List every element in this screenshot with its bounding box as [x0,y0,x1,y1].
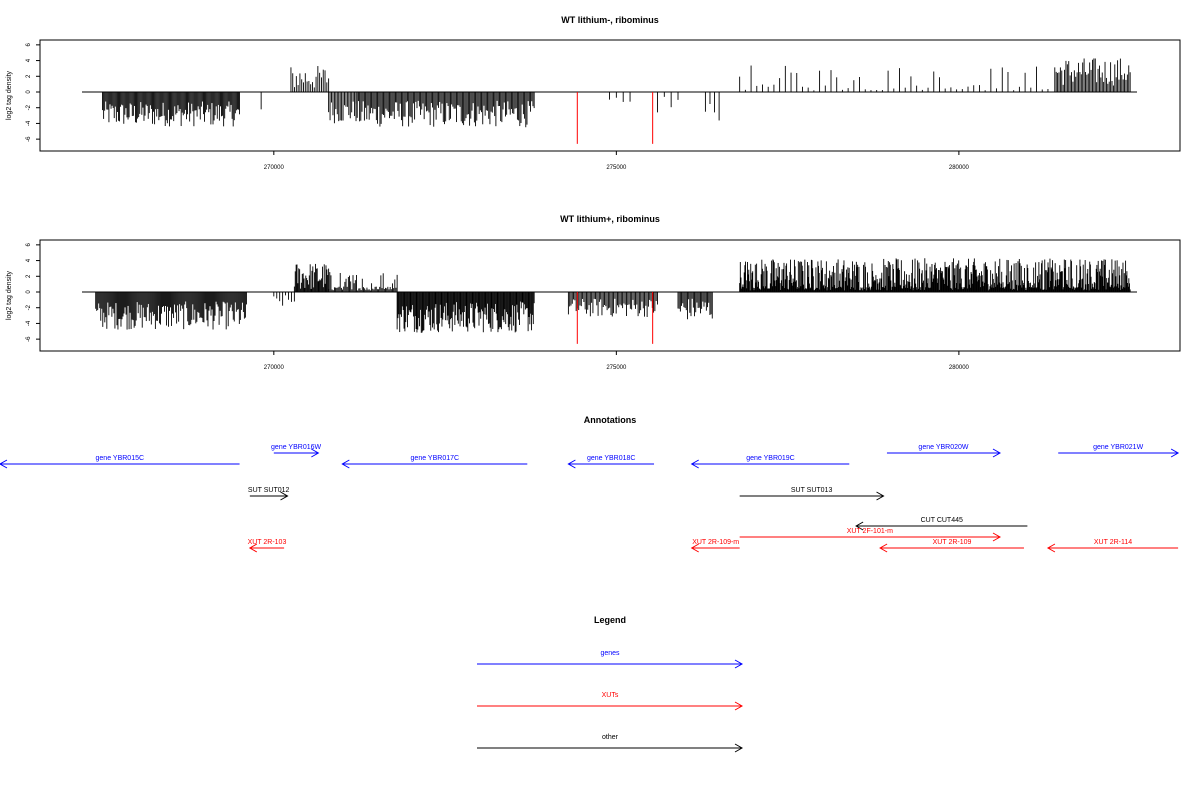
panel-title: WT lithium+, ribominus [560,214,660,224]
y-axis-label: log2 tag density [6,270,13,320]
feature-label: SUT SUT013 [791,487,833,494]
annotation-feature: CUT CUT445 [855,517,1028,531]
y-tick-label: -4 [26,320,32,326]
annotation-feature: gene YBR020W [886,444,1001,458]
annotations-title: Annotations [584,415,637,425]
annotation-feature: gene YBR021W [1058,444,1180,458]
y-tick-label: 4 [26,258,32,262]
y-axis-label: log2 tag density [6,70,13,120]
legend-item: other [477,734,744,753]
panel-title: WT lithium-, ribominus [561,15,659,25]
y-tick-label: -2 [26,304,32,310]
feature-label: gene YBR020W [918,444,968,451]
annotation-feature: SUT SUT012 [248,487,290,501]
y-tick-label: 6 [26,43,32,47]
annotation-feature: gene YBR017C [341,455,528,469]
legend-items: genes XUTs other [477,650,744,753]
y-tick-label: 0 [26,290,32,294]
annotation-feature: gene YBR015C [0,455,240,469]
y-tick-label: -4 [26,120,32,126]
y-tick-label: 2 [26,74,32,78]
feature-label: XUT 2R-103 [248,539,287,546]
y-tick-label: -6 [26,336,32,342]
x-tick-label: 275000 [606,165,627,171]
y-tick-label: 0 [26,90,32,94]
annotation-feature: gene YBR019C [690,455,850,469]
x-tick-label: 280000 [949,365,970,371]
annotation-feature: gene YBR018C [567,455,655,469]
annotation-feature: XUT 2R-103 [248,539,287,553]
x-tick-label: 280000 [949,165,970,171]
x-tick-label: 270000 [264,365,285,371]
y-tick-label: 6 [26,243,32,247]
annotation-feature: gene YBR016W [271,444,322,458]
feature-list: gene YBR015C gene YBR016W gene YBR017C gene… [0,444,1180,553]
legend-title: Legend [594,615,626,625]
feature-label: gene YBR018C [587,455,636,462]
axes: -6 -4 -2 0 2 4 6 270000 275000 280000 [26,243,970,371]
legend-label: genes [600,650,620,657]
track-panel-lithium-minus: WT lithium-, ribominus log2 tag density … [6,15,1181,171]
feature-label: XUT 2R-109 [933,539,972,546]
axes: -6 -4 -2 0 2 4 6 270000 275000 280000 [26,43,970,171]
density-bars [82,58,1137,144]
feature-label: gene YBR017C [411,455,460,462]
y-tick-label: 2 [26,274,32,278]
feature-label: gene YBR016W [271,444,321,451]
x-tick-label: 275000 [606,365,627,371]
y-tick-label: 4 [26,58,32,62]
legend-label: other [602,734,619,741]
feature-label: gene YBR019C [746,455,795,462]
legend-item: XUTs [477,692,744,711]
legend: Legend genes XUTs other [477,615,744,753]
feature-label: XUT 2R-114 [1094,539,1132,546]
y-tick-label: -2 [26,104,32,110]
feature-label: CUT CUT445 [921,517,963,524]
feature-label: gene YBR015C [96,455,145,462]
feature-label: XUT 2R-109-m [692,539,739,546]
annotation-feature: XUT 2R-114 [1046,539,1179,553]
legend-label: XUTs [602,692,619,699]
annotation-feature: XUT 2R-109 [879,539,1024,553]
feature-label: XUT 2F-101-m [847,528,893,535]
annotation-feature: SUT SUT013 [739,487,885,501]
density-bars [82,258,1137,344]
legend-item: genes [477,650,744,669]
annotation-feature: XUT 2R-109-m [690,539,740,553]
track-panel-lithium-plus: WT lithium+, ribominus log2 tag density … [6,214,1181,371]
feature-label: gene YBR021W [1093,444,1143,451]
y-tick-label: -6 [26,136,32,142]
x-tick-label: 270000 [264,165,285,171]
feature-label: SUT SUT012 [248,487,290,494]
annotation-feature: XUT 2F-101-m [739,528,1001,542]
